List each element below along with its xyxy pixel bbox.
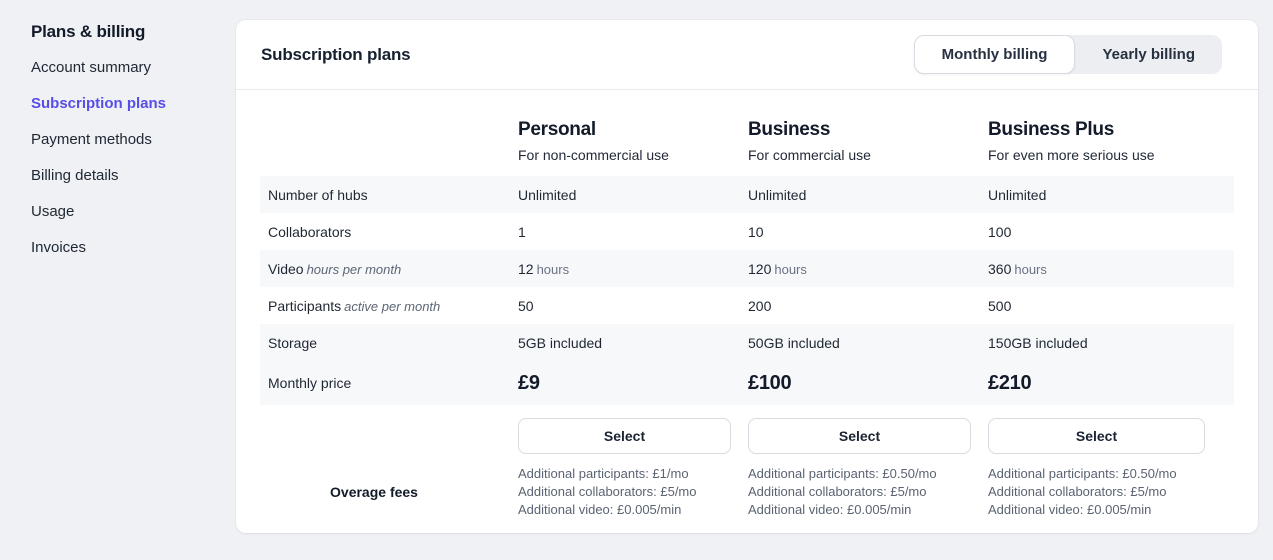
cell-personal: Unlimited [518,186,577,203]
unit-label: hours [1014,261,1047,277]
unit-label: hours [536,261,570,277]
card-header: Subscription plans Monthly billing Yearl… [236,20,1258,90]
cell-business: 120 hours [748,260,807,277]
plans-table: Personal For non-commercial use Business… [236,90,1258,519]
cell-business-plus: 360 hours [988,260,1047,277]
unit-label: hours [774,261,807,277]
row-label: Monthly price [268,375,352,391]
overage-business-plus: Additional participants: £0.50/mo Additi… [988,466,1177,517]
row-label: Participants active per month [268,297,441,314]
table-row-number-of-hubs: Number of hubs Unlimited Unlimited Unlim… [260,176,1234,213]
cell-business: 10 [748,223,764,240]
billing-period-toggle: Monthly billing Yearly billing [913,35,1222,74]
plan-header-business: Business For commercial use [748,118,988,163]
plan-tagline: For even more serious use [988,147,1155,163]
sidebar-nav: Account summary Subscription plans Payme… [31,57,236,259]
cell-business-plus: 100 [988,223,1012,240]
cell-business-plus: Unlimited [988,186,1047,203]
select-personal-button[interactable]: Select [518,418,731,454]
row-label: Collaborators [268,223,352,240]
row-note: active per month [344,298,441,314]
row-note: hours per month [306,261,402,277]
table-row-monthly-price: Monthly price £9 £100 £210 [260,361,1234,405]
price-personal: £9 [518,371,540,394]
row-label: Video hours per month [268,260,402,277]
sidebar-title: Plans & billing [31,22,146,41]
select-business-plus-button[interactable]: Select [988,418,1205,454]
row-label: Storage [268,334,318,351]
sidebar-item-billing-details[interactable]: Billing details [31,167,119,184]
sidebar-item-subscription-plans[interactable]: Subscription plans [31,95,167,112]
sidebar-item-payment-methods[interactable]: Payment methods [31,131,152,148]
plan-tagline: For commercial use [748,147,871,163]
plan-name: Business Plus [988,119,1114,140]
sidebar-item-invoices[interactable]: Invoices [31,239,87,256]
billing-sidebar: Plans & billing Account summary Subscrip… [0,0,236,560]
select-business-button[interactable]: Select [748,418,971,454]
yearly-billing-tab[interactable]: Yearly billing [1075,35,1222,74]
subscription-plans-card: Subscription plans Monthly billing Yearl… [236,20,1258,533]
plan-header-business-plus: Business Plus For even more serious use [988,118,1222,163]
cell-personal: 1 [518,223,526,240]
row-label: Number of hubs [268,186,368,203]
cell-business: 50GB included [748,334,840,351]
page-title: Subscription plans [261,44,411,64]
sidebar-item-account-summary[interactable]: Account summary [31,59,152,76]
overage-fees-heading: Overage fees [330,484,418,500]
plan-name: Personal [518,119,596,140]
cell-personal: 12 hours [518,260,570,277]
plan-header-personal: Personal For non-commercial use [518,118,748,163]
plan-name: Business [748,119,831,140]
cell-personal: 50 [518,297,534,314]
sidebar-item-usage[interactable]: Usage [31,203,75,220]
price-business-plus: £210 [988,371,1032,394]
table-row-participants: Participants active per month 50 200 500 [260,287,1234,324]
plan-headers-row: Personal For non-commercial use Business… [260,118,1234,163]
select-buttons-row: Select Select Select [260,418,1234,454]
price-business: £100 [748,371,792,394]
overage-business: Additional participants: £0.50/mo Additi… [748,466,937,517]
cell-business: Unlimited [748,186,807,203]
monthly-billing-tab[interactable]: Monthly billing [913,35,1076,74]
table-row-collaborators: Collaborators 1 10 100 [260,213,1234,250]
cell-personal: 5GB included [518,334,603,351]
table-row-storage: Storage 5GB included 50GB included 150GB… [260,324,1234,361]
cell-business-plus: 150GB included [988,334,1088,351]
cell-business: 200 [748,297,772,314]
plan-tagline: For non-commercial use [518,147,669,163]
table-row-video: Video hours per month 12 hours 120 hours 36… [260,250,1234,287]
overage-fees-row: Overage fees Additional participants: £1… [260,465,1234,519]
overage-personal: Additional participants: £1/mo Additiona… [518,466,697,517]
cell-business-plus: 500 [988,297,1012,314]
